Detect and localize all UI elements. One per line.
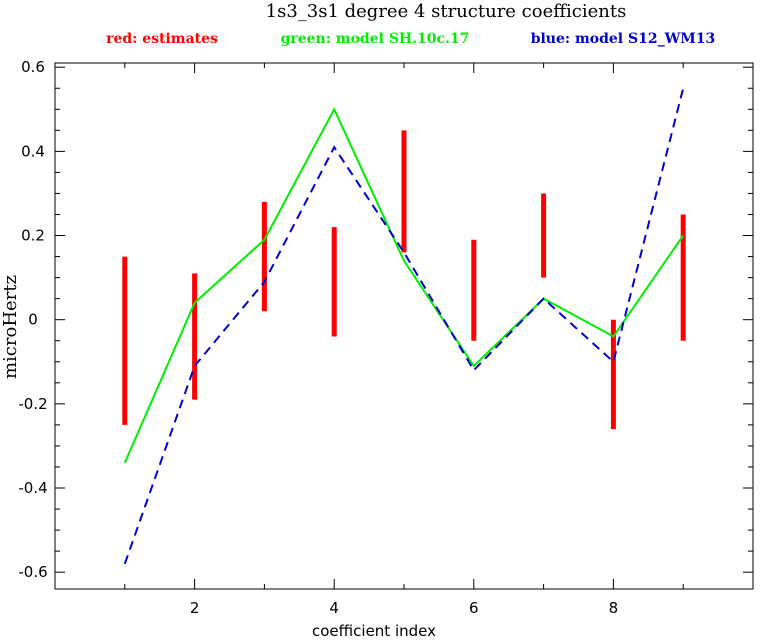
x-axis-label: coefficient index <box>312 622 436 640</box>
tick-layer: 2 4 6 8 -0.6 -0.4 -0.2 0 0.2 0.4 0.6 <box>18 58 753 617</box>
errorbar-layer <box>122 130 686 430</box>
y-tick-label: 0.2 <box>21 227 45 245</box>
y-tick-label: 0.4 <box>21 142 45 160</box>
legend-green-model: green: model SH.10c.17 <box>281 31 470 47</box>
x-tick-label: 6 <box>469 599 479 617</box>
y-tick-label: 0 <box>28 311 38 329</box>
green-model-line <box>123 107 685 464</box>
y-tick-label: -0.6 <box>18 563 47 581</box>
y-tick-label: -0.2 <box>18 395 47 413</box>
legend-estimates: red: estimates <box>106 31 218 47</box>
x-tick-label: 4 <box>329 599 339 617</box>
y-tick-label: 0.6 <box>21 58 45 76</box>
legend-blue-model: blue: model S12_WM13 <box>531 31 716 47</box>
y-tick-label: -0.4 <box>18 479 47 497</box>
y-axis-label: microHertz <box>0 275 21 379</box>
blue-model-line <box>123 87 685 565</box>
series-layer <box>123 87 685 565</box>
x-tick-label: 8 <box>609 599 619 617</box>
x-tick-label: 2 <box>190 599 200 617</box>
chart-title: 1s3_3s1 degree 4 structure coefficients <box>266 1 627 22</box>
